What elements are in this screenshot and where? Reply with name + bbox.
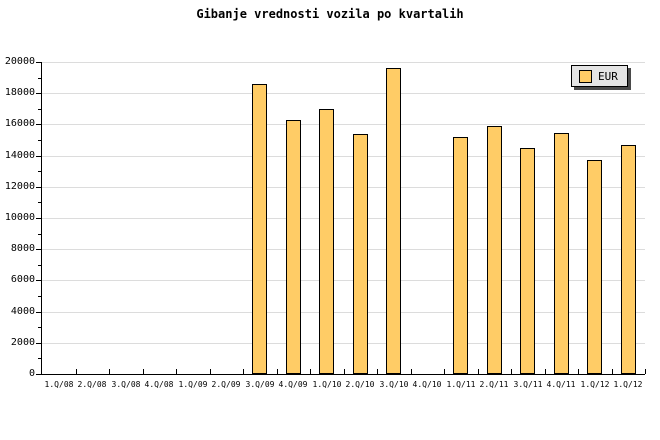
- x-axis-label: 4.Q/08: [144, 380, 174, 389]
- y-axis-minor-tick: [38, 171, 41, 172]
- gridline: [42, 62, 645, 63]
- y-axis-major-tick: [36, 374, 41, 375]
- x-axis-tick: [109, 369, 110, 374]
- y-axis-tick-label: 18000: [4, 87, 35, 98]
- gridline: [42, 218, 645, 219]
- legend-label: EUR: [598, 69, 618, 83]
- y-axis-tick-label: 6000: [10, 274, 35, 285]
- x-axis-label: 4.Q/11: [546, 380, 576, 389]
- y-axis-tick-label: 10000: [4, 212, 35, 223]
- x-axis-label: 2.Q/09: [211, 380, 241, 389]
- x-axis-label: 3.Q/11: [513, 380, 543, 389]
- y-axis-tick-label: 8000: [10, 243, 35, 254]
- x-axis-label: 2.Q/08: [77, 380, 107, 389]
- y-axis-tick-label: 12000: [4, 181, 35, 192]
- y-axis-major-tick: [36, 156, 41, 157]
- gridline: [42, 343, 645, 344]
- x-axis-label: 1.Q/12: [580, 380, 610, 389]
- x-axis-tick: [511, 369, 512, 374]
- legend: EUR: [571, 65, 628, 87]
- x-axis-tick: [310, 369, 311, 374]
- y-axis-major-tick: [36, 218, 41, 219]
- y-axis-minor-tick: [38, 296, 41, 297]
- x-axis-tick: [478, 369, 479, 374]
- y-axis-major-tick: [36, 62, 41, 63]
- y-axis-minor-tick: [38, 358, 41, 359]
- y-axis-tick-label: 20000: [4, 56, 35, 67]
- y-axis-minor-tick: [38, 265, 41, 266]
- x-axis-tick: [344, 369, 345, 374]
- y-axis-tick-label: 14000: [4, 150, 35, 161]
- y-axis-major-tick: [36, 124, 41, 125]
- legend-swatch-icon: [579, 69, 592, 83]
- chart-title: Gibanje vrednosti vozila po kvartalih: [196, 7, 464, 21]
- x-axis-label: 1.Q/10: [312, 380, 342, 389]
- y-axis-major-tick: [36, 312, 41, 313]
- bar-3-q-10: [386, 68, 401, 374]
- bar-1-q-10: [319, 109, 334, 374]
- plot-area: 0 2000 4000 6000 8000 10000 12000 14000 16000 180…: [5, 57, 646, 389]
- x-axis-label: 1.Q/11: [446, 380, 476, 389]
- bar-2-q-11: [487, 126, 502, 374]
- y-axis-minor-tick: [38, 140, 41, 141]
- x-axis-label: 4.Q/10: [412, 380, 442, 389]
- x-axis-label: 3.Q/08: [111, 380, 141, 389]
- y-axis-minor-tick: [38, 234, 41, 235]
- y-axis-major-tick: [36, 187, 41, 188]
- y-axis-minor-tick: [38, 78, 41, 79]
- bar-3-q-11: [520, 148, 535, 374]
- bar-1-q-12: [621, 145, 636, 374]
- y-axis-minor-tick: [38, 327, 41, 328]
- x-axis-tick: [377, 369, 378, 374]
- y-axis-minor-tick: [38, 202, 41, 203]
- x-axis-tick: [243, 369, 244, 374]
- x-axis-tick: [645, 369, 646, 374]
- gridline: [42, 156, 645, 157]
- x-axis-tick: [411, 369, 412, 374]
- x-axis-tick: [277, 369, 278, 374]
- x-axis-label: 3.Q/09: [245, 380, 275, 389]
- bar-1-q-11: [453, 137, 468, 374]
- y-axis-minor-tick: [38, 109, 41, 110]
- bar-2-q-10: [353, 134, 368, 374]
- x-axis-tick: [176, 369, 177, 374]
- x-axis-tick: [143, 369, 144, 374]
- x-axis-label: 3.Q/10: [379, 380, 409, 389]
- x-axis-label: 2.Q/10: [345, 380, 375, 389]
- x-axis-tick: [444, 369, 445, 374]
- gridline: [42, 93, 645, 94]
- x-axis-tick: [210, 369, 211, 374]
- x-axis-label: 4.Q/09: [278, 380, 308, 389]
- bar-1-q-12: [587, 160, 602, 374]
- bar-3-q-09: [252, 84, 267, 374]
- x-axis-tick: [578, 369, 579, 374]
- y-axis-tick-label: 0: [28, 368, 35, 379]
- y-axis-tick-label: 2000: [10, 337, 35, 348]
- gridline: [42, 280, 645, 281]
- bar-4-q-11: [554, 133, 569, 374]
- x-axis-label: 1.Q/09: [178, 380, 208, 389]
- gridline: [42, 249, 645, 250]
- x-axis-label: 2.Q/11: [479, 380, 509, 389]
- bar-4-q-09: [286, 120, 301, 374]
- x-axis-tick: [76, 369, 77, 374]
- y-axis-major-tick: [36, 249, 41, 250]
- x-axis-tick: [612, 369, 613, 374]
- gridline: [42, 187, 645, 188]
- gridline: [42, 124, 645, 125]
- x-axis-tick: [545, 369, 546, 374]
- y-axis-tick-label: 16000: [4, 118, 35, 129]
- y-axis-major-tick: [36, 93, 41, 94]
- x-axis-label: 1.Q/08: [44, 380, 74, 389]
- x-axis-label: 1.Q/12: [613, 380, 643, 389]
- y-axis-major-tick: [36, 280, 41, 281]
- y-axis-tick-label: 4000: [10, 306, 35, 317]
- y-axis-major-tick: [36, 343, 41, 344]
- gridline: [42, 312, 645, 313]
